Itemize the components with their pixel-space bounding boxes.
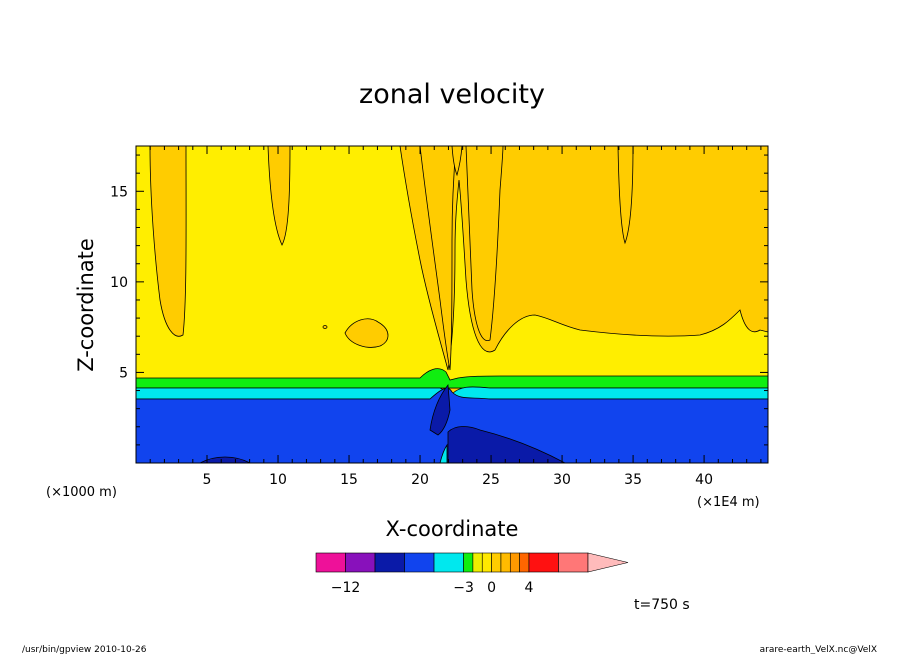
colorbar-bin (519, 552, 530, 573)
y-axis-ticks: 5 10 15 (110, 154, 768, 446)
y-tick-label: 5 (119, 365, 128, 381)
colorbar-bin (345, 552, 376, 573)
colorbar-bin (433, 552, 464, 573)
x-axis-label: X-coordinate (386, 517, 519, 541)
x-tick-label: 35 (624, 472, 642, 488)
colorbar-bin (374, 552, 405, 573)
contour-region-green (136, 368, 768, 389)
colorbar-bin (491, 552, 502, 573)
x-tick-label: 5 (203, 472, 212, 488)
time-annotation: t=750 s (634, 597, 690, 613)
x-tick-label: 20 (411, 472, 429, 488)
colorbar-tick-label: −12 (331, 580, 361, 596)
colorbar-bin (500, 552, 511, 573)
colorbar-bin (509, 552, 520, 573)
colorbar-bin (404, 552, 435, 573)
colorbar-bin (472, 552, 483, 573)
x-tick-label: 30 (553, 472, 571, 488)
x-tick-label: 40 (695, 472, 713, 488)
colorbar: −12 −3 0 4 (315, 552, 629, 596)
colorbar-bin (315, 552, 346, 573)
y-tick-label: 15 (110, 184, 128, 200)
colorbar-tick-label: 0 (487, 580, 496, 596)
x-tick-label: 15 (340, 472, 358, 488)
colorbar-bin (463, 552, 474, 573)
contour-region-blue (136, 387, 768, 463)
contour-region-darkblue (447, 426, 566, 463)
x-tick-label: 25 (482, 472, 500, 488)
footer-source: arare-earth_VelX.nc@VelX (760, 645, 877, 654)
colorbar-tick-label: −3 (453, 580, 474, 596)
y-tick-label: 10 (110, 275, 128, 291)
x-tick-label: 10 (269, 472, 287, 488)
colorbar-bin (558, 552, 589, 573)
contour-region-yellow (136, 146, 768, 389)
chart-title: zonal velocity (359, 79, 545, 110)
plot-area: 5 10 15 20 25 30 35 40 5 10 15 (110, 145, 769, 488)
colorbar-tick-label: 4 (525, 580, 534, 596)
x-axis-ticks: 5 10 15 20 25 30 35 40 (149, 146, 762, 488)
x-unit-left: (×1000 m) (46, 485, 117, 500)
footer-program: /usr/bin/gpview 2010-10-26 (22, 645, 147, 654)
colorbar-bin (481, 552, 492, 573)
plot-frame (135, 145, 769, 464)
colorbar-extend-arrow (587, 552, 629, 573)
x-unit-right: (×1E4 m) (697, 495, 760, 510)
colorbar-bin (528, 552, 559, 573)
y-axis-label: Z-coordinate (74, 238, 98, 372)
